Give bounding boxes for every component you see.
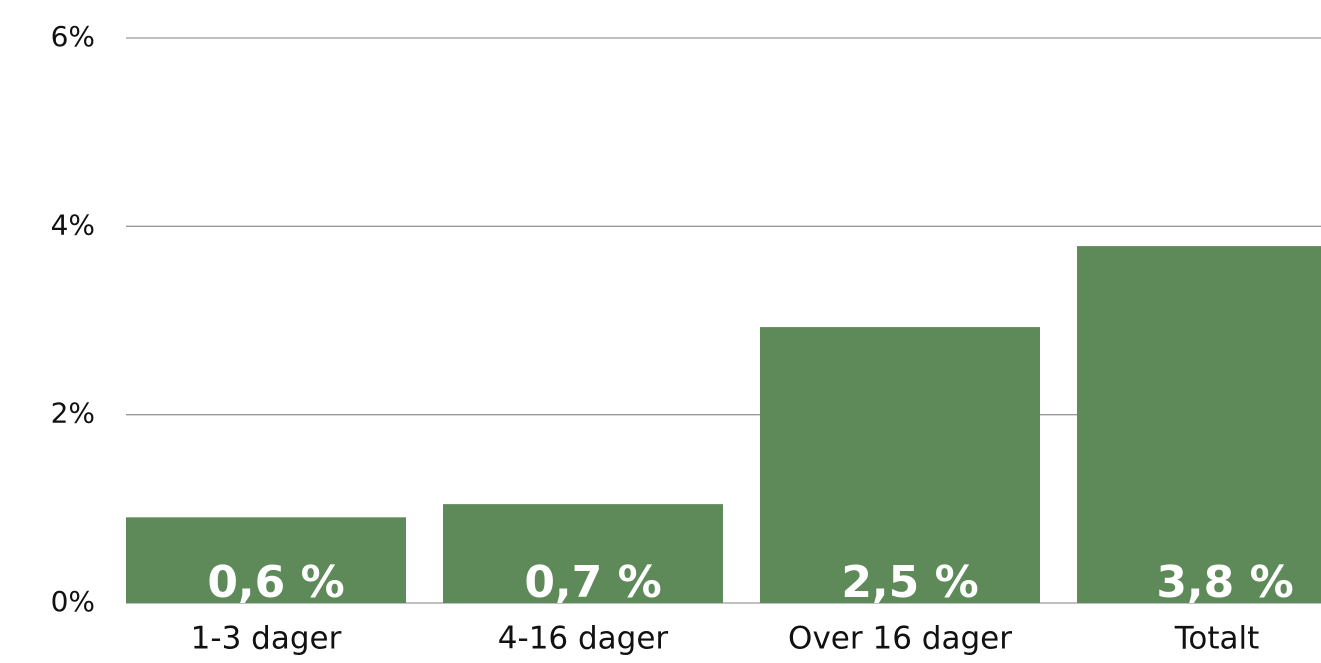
y-tick-label: 4% — [51, 208, 95, 241]
bar — [760, 327, 1040, 603]
data-label: 2,5 % — [841, 557, 978, 608]
bar — [1077, 246, 1321, 603]
x-tick-label: 1-3 dager — [191, 621, 342, 657]
bar — [126, 517, 406, 603]
data-label: 0,7 % — [524, 557, 661, 608]
x-tick-label: Over 16 dager — [788, 621, 1012, 657]
data-label: 0,6 % — [207, 557, 344, 608]
y-tick-label: 0% — [51, 585, 95, 618]
y-tick-label: 2% — [51, 397, 95, 430]
x-tick-label: Totalt — [1174, 621, 1260, 657]
data-label: 3,8 % — [1156, 557, 1293, 608]
x-tick-label: 4-16 dager — [498, 621, 669, 657]
bar — [443, 504, 723, 603]
y-tick-label: 6% — [51, 20, 95, 53]
